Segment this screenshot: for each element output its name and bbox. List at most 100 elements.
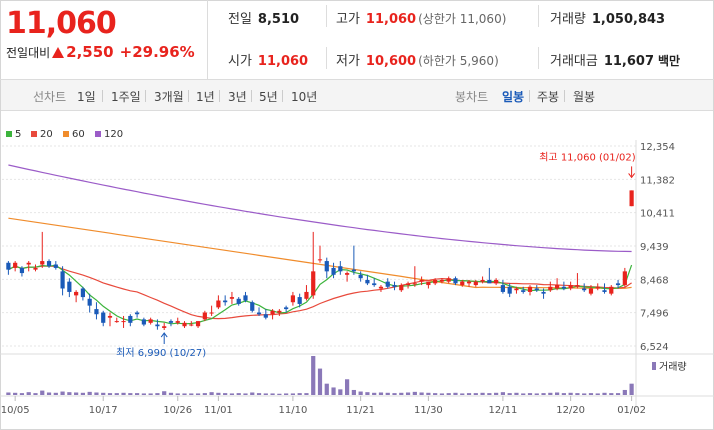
candle-body [74,291,79,296]
volume-bar [514,392,519,395]
period-toolbar: 선차트 1일 1주일 3개월 1년 3년 5년 10년 봉차트 일봉 주봉 월봉 [1,80,713,111]
x-tick-label: 12/11 [488,405,517,416]
volume-bar [378,392,384,395]
volume-bar [392,393,397,395]
volume-bar [615,393,621,395]
legend-label: 5 [15,129,21,140]
candle-body [87,298,92,306]
volume-bar [94,392,99,395]
ma120-line [8,164,632,253]
volume-bar [629,383,634,395]
candle-body [412,283,417,285]
y-tick-label: 7,496 [640,309,669,320]
candle-body [243,295,248,301]
volume-legend-swatch [652,362,656,370]
candle-body [568,285,573,289]
period-3m[interactable]: 3개월 [154,90,184,104]
volume-bar [229,393,235,395]
volume-bar [561,393,566,395]
candle-body [80,288,86,298]
candle-body [521,290,526,292]
volume-bar [595,393,600,395]
candles [6,190,634,331]
ma60-line [8,217,632,290]
divider [188,90,189,102]
candle-monthly[interactable]: 월봉 [573,90,596,104]
volume-label: 거래량 [550,12,586,27]
period-3y[interactable]: 3년 [228,90,247,104]
min-annotation: 최저 6,990 (10/27) [116,347,206,359]
candle-body [480,279,485,282]
candle-body [365,279,370,284]
candle-body [277,310,282,313]
high-label: 고가 [336,12,360,27]
candle-body [284,307,289,310]
x-tick-label: 10/05 [1,405,30,416]
volume-bar [277,393,282,395]
up-arrow-icon [52,47,65,58]
volume-bar [270,393,275,395]
period-1y[interactable]: 1년 [196,90,215,104]
candle-weekly[interactable]: 주봉 [537,90,560,104]
volume-bar [148,393,153,395]
candle-body [575,285,580,287]
period-10y[interactable]: 10년 [291,90,318,104]
price-summary: 11,060 전일대비 2,550 +29.96% 전일 8,510 고가 11,060… [0,0,714,80]
volume-bar [236,393,241,395]
volume-bar [195,393,201,395]
candle-body [426,281,431,286]
candle-body [561,286,566,289]
volume-bar [284,393,289,395]
candle-body [155,324,160,327]
candle-body [60,271,65,289]
x-tick-label: 12/20 [556,405,585,416]
candle-body [392,285,397,287]
candle-daily[interactable]: 일봉 [502,90,525,104]
volume-bar [446,393,451,395]
candle-body [270,310,275,315]
candle-body [101,312,106,323]
change-rate: +29.96% [119,43,195,61]
candle-body [162,326,167,328]
divider [145,90,146,102]
volume-bar [466,393,472,395]
volume-bar [460,393,465,395]
y-axis: 12,354 11,382 10,411 9,439 8,468 7,496 6,524 [640,142,675,353]
x-tick-label: 11/01 [204,405,233,416]
change-value: 2,550 [66,43,114,61]
divider [102,90,103,102]
candle-body [514,288,519,291]
volume-bar [385,392,390,395]
amount-info: 거래대금 11,607 백만 [550,50,680,69]
candle-body [439,279,445,282]
volume-bar [541,393,546,395]
low-label: 저가 [336,54,360,69]
period-1d[interactable]: 1일 [77,90,96,104]
candle-body [209,312,214,314]
volume-bar [182,393,187,395]
period-1w[interactable]: 1주일 [111,90,141,104]
candle-body [446,278,451,282]
candle-body [453,278,458,284]
candle-body [419,279,424,282]
candle-body [602,290,607,292]
candle-body [405,283,411,286]
volume-bar [87,391,92,395]
x-tick-label: 11/10 [278,405,307,416]
prev-close: 전일 8,510 [228,8,299,27]
volume-bar [26,392,31,395]
candle-body [338,266,343,272]
volume-bar [575,393,580,395]
volume-bar [155,393,160,395]
period-5y[interactable]: 5년 [259,90,278,104]
y-tick-label: 8,468 [640,275,669,286]
x-tick-label: 11/30 [414,405,443,416]
legend-label: 60 [72,129,85,140]
volume-bar [67,392,72,395]
candle-body [46,261,52,267]
amount-unit: 백만 [658,54,681,68]
volume-bar [548,392,553,395]
volume-bar [168,392,174,395]
candle-body [128,315,133,323]
y-tick-label: 11,382 [640,175,675,186]
